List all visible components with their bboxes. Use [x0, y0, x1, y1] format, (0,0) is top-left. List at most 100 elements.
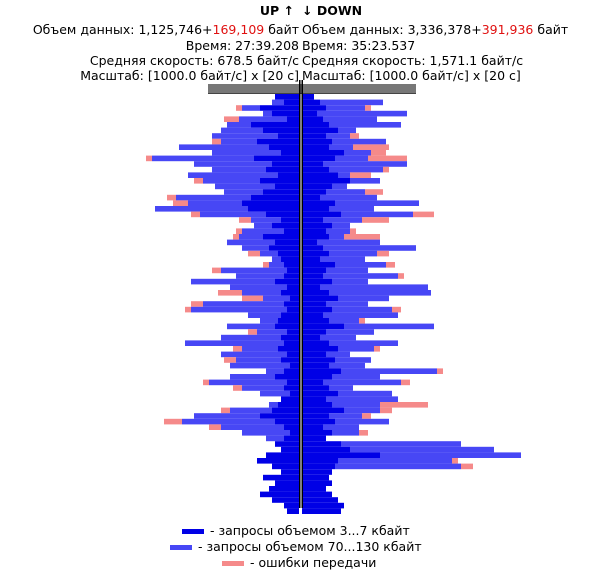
down-bar-large	[323, 424, 359, 430]
down-bar-large	[320, 99, 383, 106]
up-bar-small	[275, 480, 299, 486]
down-bar-large	[326, 351, 350, 358]
down-bar-large	[320, 256, 365, 262]
up-bar-errors	[173, 200, 188, 206]
down-bar-small	[302, 301, 326, 307]
up-bar-large	[263, 295, 290, 302]
up-scale: Масштаб: [1000.0 байт/с] x [20 с]	[80, 68, 299, 83]
up-bar-small	[284, 385, 299, 391]
up-bar-large	[224, 189, 263, 195]
up-bar-large	[236, 357, 281, 363]
up-bar-small	[275, 278, 299, 285]
down-bar-small	[302, 486, 326, 492]
down-time: Время: 35:23.537	[302, 38, 416, 53]
down-bar-large	[332, 138, 386, 145]
up-bar-errors	[233, 234, 239, 240]
up-bar-small	[281, 150, 299, 156]
down-bar-large	[323, 245, 416, 251]
down-bar-large	[332, 278, 368, 285]
down-bar-errors	[362, 413, 371, 419]
down-bar-errors	[452, 458, 458, 464]
down-bar-small	[302, 228, 326, 234]
up-bar-large	[176, 194, 251, 201]
down-bar-small	[302, 435, 326, 442]
down-bar-small	[302, 127, 338, 134]
down-bar-large	[350, 446, 494, 453]
up-bar-large	[242, 290, 281, 296]
down-bar-errors	[362, 217, 389, 223]
down-bar-small	[302, 273, 323, 279]
up-bar-small	[281, 334, 299, 341]
up-bar-errors	[248, 329, 257, 335]
down-bar-small	[302, 340, 329, 346]
down-bar-errors	[461, 463, 473, 470]
up-bar-small	[275, 374, 299, 380]
up-bar-small	[263, 189, 299, 195]
down-bar-large	[332, 402, 380, 408]
down-bar-small	[302, 290, 329, 296]
down-bar-small	[302, 385, 329, 391]
up-arrow-icon: ↑	[283, 3, 294, 18]
down-bar-errors	[350, 228, 356, 234]
up-bar-small	[269, 486, 299, 492]
down-bar-small	[302, 312, 323, 318]
down-bar-small	[302, 110, 317, 117]
down-bar-small	[302, 133, 326, 139]
up-bar-large	[230, 284, 287, 290]
down-bar-small	[302, 178, 350, 184]
down-bar-small	[302, 161, 323, 167]
up-bar-small	[260, 178, 299, 184]
down-bar-large	[317, 239, 380, 246]
up-bar-small	[284, 435, 299, 442]
down-bar-small	[302, 200, 335, 206]
down-bar-small	[302, 413, 329, 419]
down-bar-errors	[383, 166, 389, 173]
down-bar-large	[317, 110, 407, 117]
down-speed: Средняя скорость: 1,571.1 байт/с	[302, 53, 524, 68]
down-bar-large	[335, 463, 461, 470]
legend-item-small-requests: - запросы объемом 3...7 кбайт	[182, 523, 410, 538]
legend-swatch-errors	[222, 561, 244, 566]
down-bar-large	[350, 178, 380, 184]
up-bar-large	[194, 413, 260, 419]
down-bar-small	[302, 402, 332, 408]
up-bar-small	[269, 245, 299, 251]
down-bar-large	[329, 234, 344, 240]
down-bar-small	[302, 452, 380, 458]
down-bar-small	[302, 150, 344, 156]
up-bar-small	[272, 407, 299, 414]
down-bar-small	[302, 256, 320, 262]
down-bar-small	[302, 211, 341, 218]
down-bar-large	[326, 105, 365, 111]
down-bar-small	[302, 105, 326, 111]
up-bar-small	[281, 290, 299, 296]
up-bar-large	[260, 318, 278, 324]
up-bar-errors	[236, 228, 242, 234]
up-bar-errors	[185, 306, 191, 313]
up-bar-small	[260, 105, 299, 111]
up-bar-small	[284, 301, 299, 307]
up-bar-small	[287, 329, 299, 335]
up-bar-large	[221, 334, 281, 341]
down-bar-small	[302, 329, 326, 335]
down-bar-small	[302, 284, 320, 290]
up-bar-large	[269, 262, 284, 268]
down-bar-small	[302, 508, 341, 514]
up-bar-small	[263, 127, 299, 134]
down-bar-small	[302, 144, 329, 150]
down-bar-large	[335, 200, 419, 206]
down-bar-large	[326, 267, 368, 274]
up-bar-small	[284, 273, 299, 279]
up-bar-large	[152, 155, 254, 162]
up-bar-small	[278, 318, 299, 324]
down-bar-large	[341, 211, 413, 218]
up-bar-errors	[212, 138, 221, 145]
up-bar-large	[221, 138, 257, 145]
up-bar-small	[254, 155, 299, 162]
up-bar-small	[272, 161, 299, 167]
up-bar-small	[260, 413, 299, 419]
down-bar-large	[338, 127, 356, 134]
up-bar-errors	[218, 290, 242, 296]
up-bar-large	[221, 127, 263, 134]
up-bar-small	[290, 295, 299, 302]
